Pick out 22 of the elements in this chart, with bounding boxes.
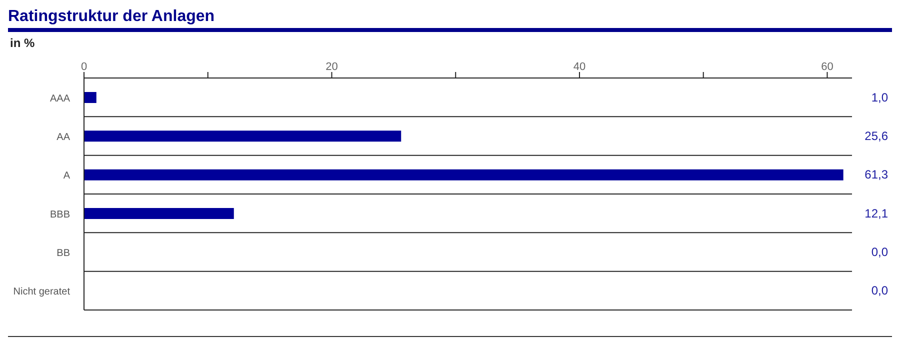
x-tick-label: 40: [573, 61, 586, 73]
data-label: 12,1: [864, 206, 888, 220]
y-tick-label: AA: [56, 132, 70, 143]
x-tick-label: 20: [326, 61, 338, 73]
bar: [84, 208, 234, 219]
x-tick-label: 0: [80, 61, 88, 73]
y-tick-label: A: [63, 170, 70, 182]
data-label: 0,0: [871, 245, 888, 259]
y-tick-label: BB: [56, 248, 70, 259]
bar: [84, 169, 844, 180]
y-tick-label: Nicht geratet: [13, 286, 70, 298]
y-tick-label: BBB: [50, 209, 70, 220]
y-tick-label: AAA: [50, 93, 70, 104]
x-axis-title: in %: [10, 36, 36, 52]
data-label: 25,6: [864, 129, 888, 143]
chart-title: Ratingstruktur der Anlagen: [8, 8, 892, 32]
bar: [84, 130, 402, 142]
data-label: 1,0: [871, 90, 888, 104]
bar: [84, 92, 96, 103]
x-tick-label: 60: [821, 61, 834, 73]
data-label: 0,0: [871, 284, 888, 298]
data-label: 61,3: [864, 168, 888, 182]
